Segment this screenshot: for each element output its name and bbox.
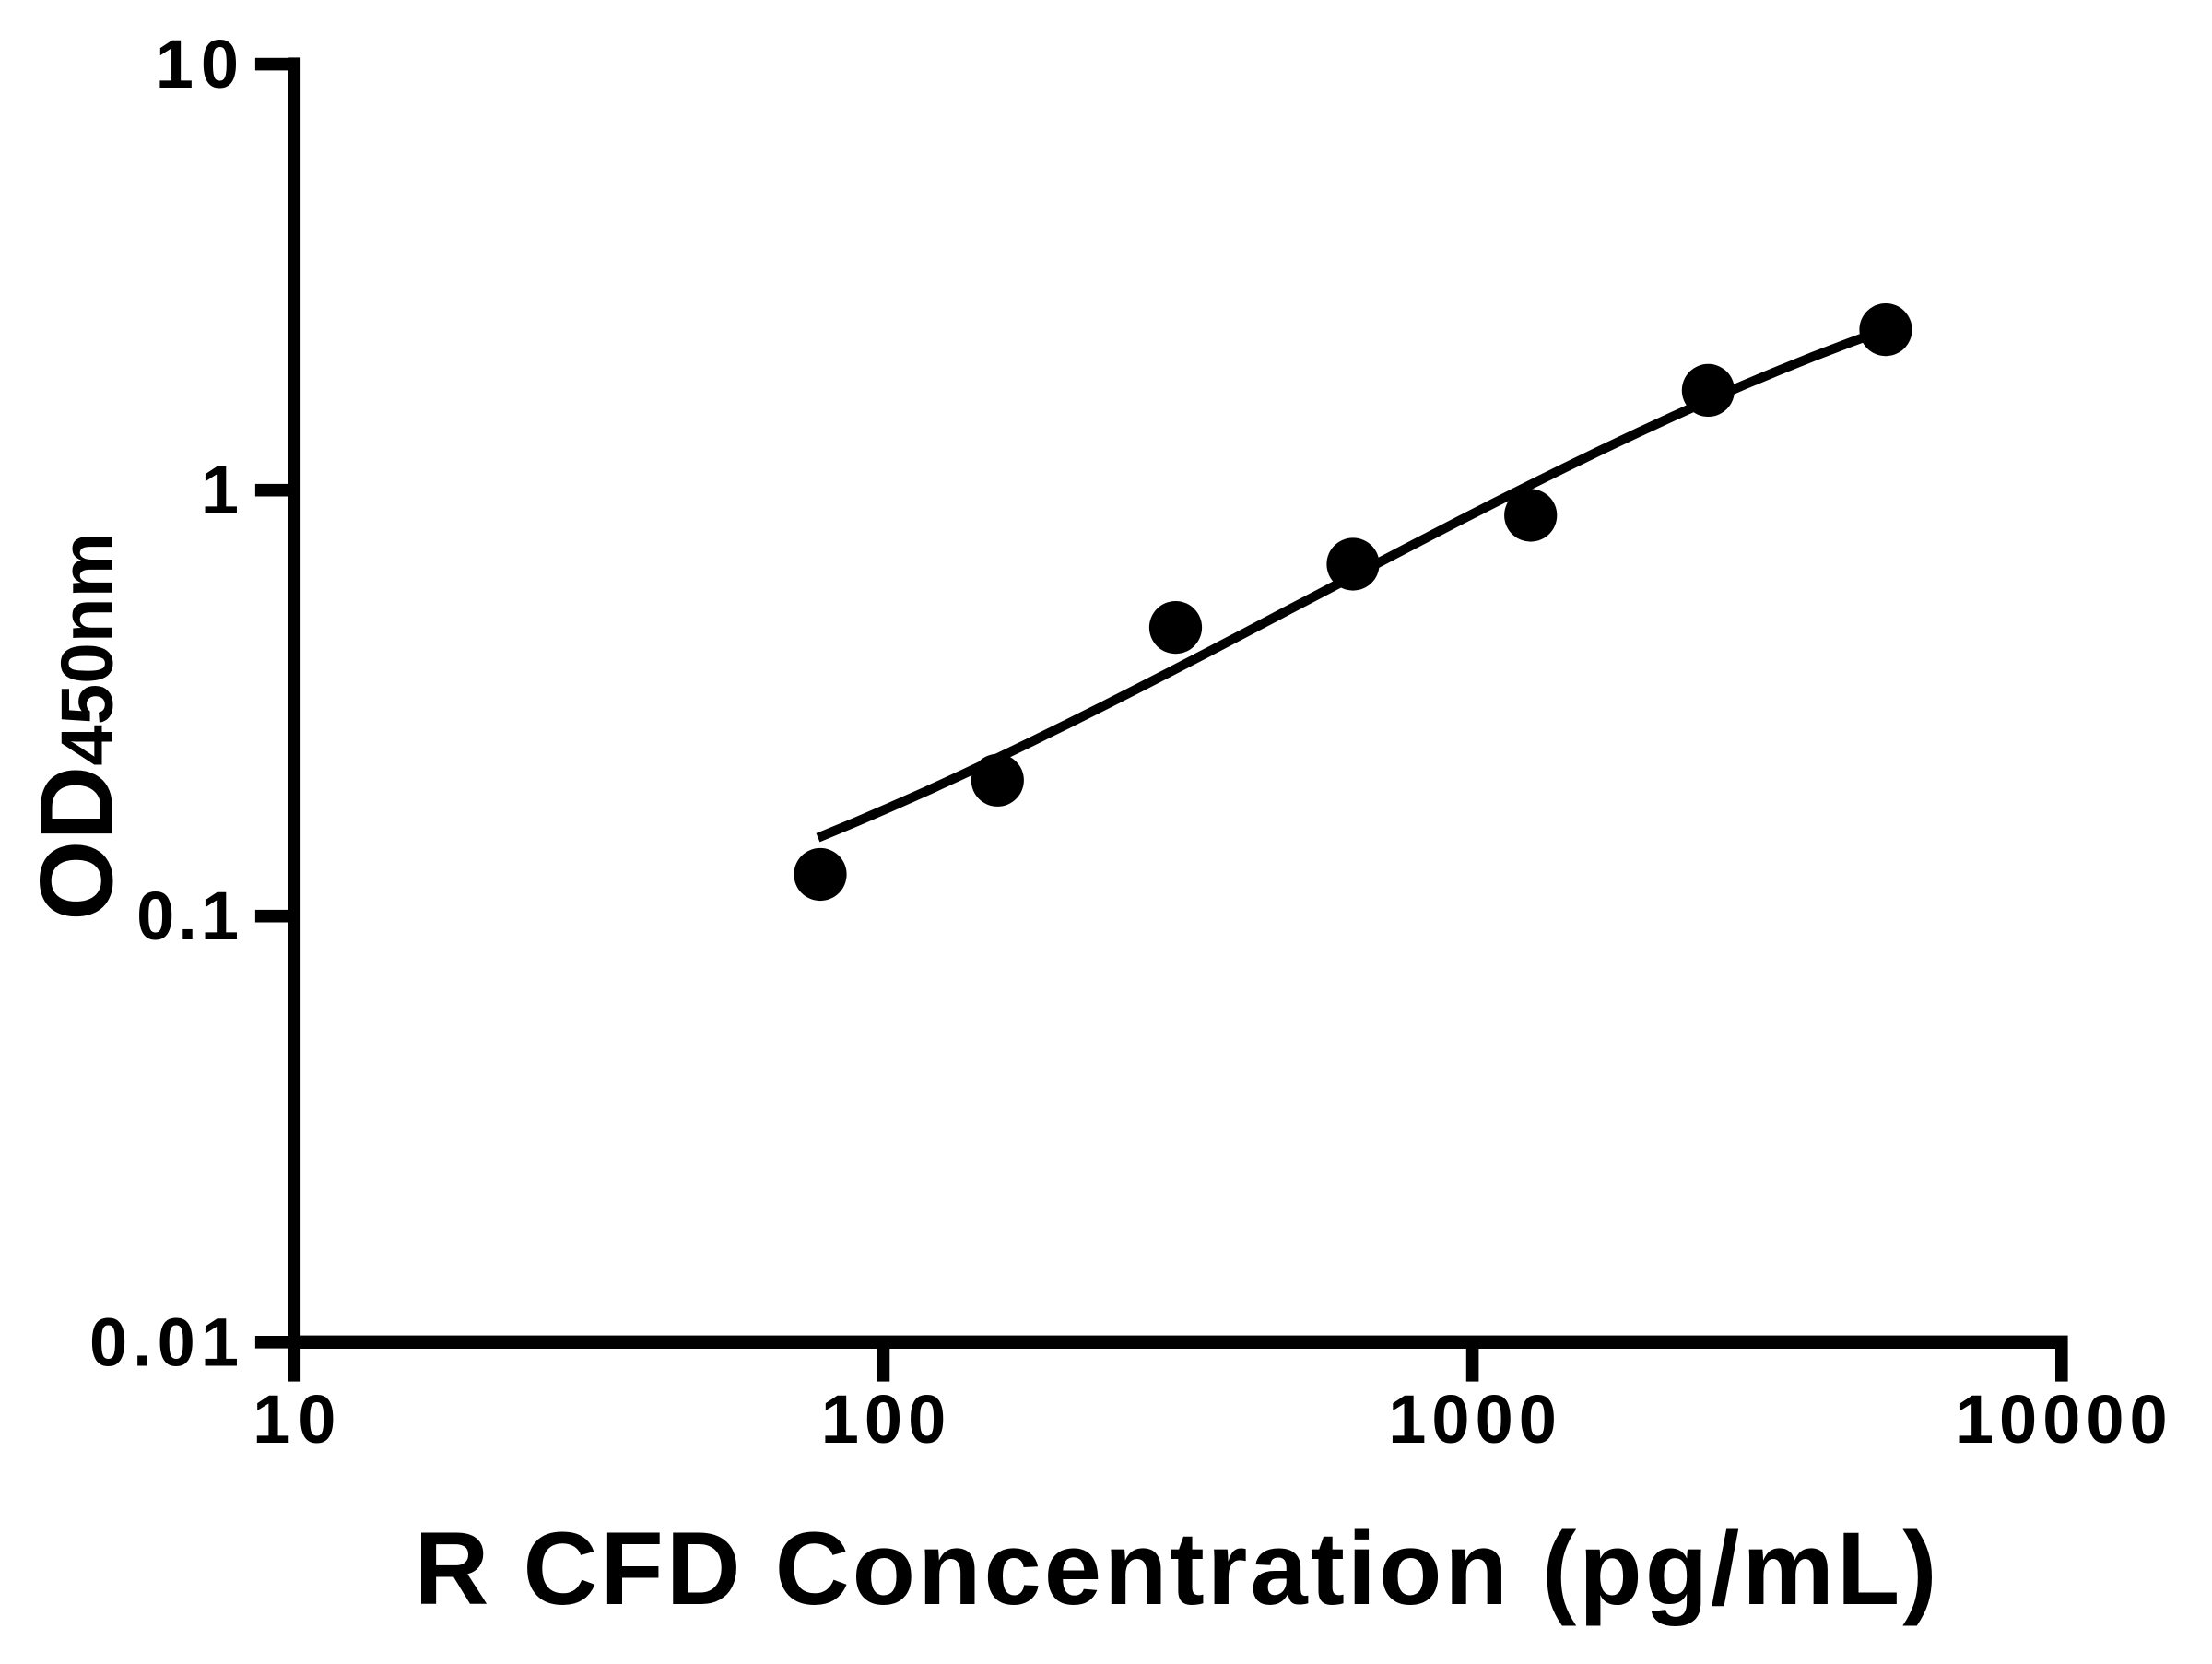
svg-text:100: 100 [821,1381,951,1457]
svg-text:10: 10 [253,1381,343,1457]
svg-text:10000: 10000 [1956,1381,2173,1457]
svg-text:0.01: 0.01 [89,1304,244,1380]
svg-text:10: 10 [156,26,246,102]
svg-text:R CFD Concentration (pg/mL): R CFD Concentration (pg/mL) [414,1511,1939,1626]
svg-text:1: 1 [201,452,239,528]
svg-text:1000: 1000 [1388,1381,1562,1457]
svg-text:0.1: 0.1 [136,878,242,954]
